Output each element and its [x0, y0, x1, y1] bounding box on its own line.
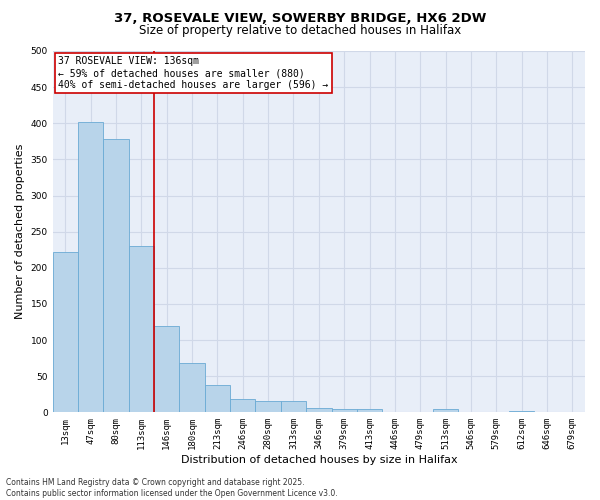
Bar — [205, 385, 230, 412]
Text: Size of property relative to detached houses in Halifax: Size of property relative to detached ho… — [139, 24, 461, 37]
Bar — [78, 122, 103, 412]
Bar — [179, 363, 205, 412]
Bar — [129, 246, 154, 412]
Bar — [433, 408, 458, 412]
Text: 37 ROSEVALE VIEW: 136sqm
← 59% of detached houses are smaller (880)
40% of semi-: 37 ROSEVALE VIEW: 136sqm ← 59% of detach… — [58, 56, 328, 90]
Text: 37, ROSEVALE VIEW, SOWERBY BRIDGE, HX6 2DW: 37, ROSEVALE VIEW, SOWERBY BRIDGE, HX6 2… — [114, 12, 486, 26]
Bar — [306, 408, 332, 412]
Bar — [230, 400, 256, 412]
Y-axis label: Number of detached properties: Number of detached properties — [15, 144, 25, 320]
Bar — [332, 408, 357, 412]
Bar — [103, 139, 129, 412]
X-axis label: Distribution of detached houses by size in Halifax: Distribution of detached houses by size … — [181, 455, 457, 465]
Text: Contains HM Land Registry data © Crown copyright and database right 2025.
Contai: Contains HM Land Registry data © Crown c… — [6, 478, 338, 498]
Bar — [256, 402, 281, 412]
Bar — [154, 326, 179, 412]
Bar — [53, 252, 78, 412]
Bar — [509, 411, 535, 412]
Bar — [281, 402, 306, 412]
Bar — [357, 408, 382, 412]
